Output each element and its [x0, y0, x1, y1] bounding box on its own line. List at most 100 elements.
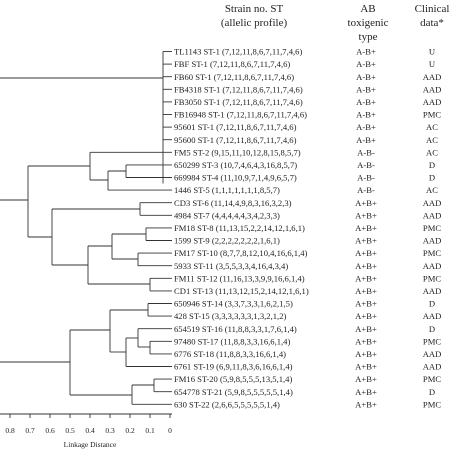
- ab-type: A+B+: [355, 387, 377, 397]
- ab-type: A-B-: [357, 185, 375, 195]
- clinical-code: D: [429, 173, 435, 183]
- axis-tick-label: 0.2: [125, 426, 135, 435]
- axis-tick-label: 0.6: [45, 426, 55, 435]
- strain-label: FB60 ST-1 (7,12,11,8,6,7,11,7,4,6): [174, 72, 294, 82]
- ab-type: A+B+: [355, 273, 377, 283]
- clinical-code: AC: [426, 185, 438, 195]
- ab-type: A+B+: [355, 210, 377, 220]
- axis-label: Linkage Distance: [64, 440, 117, 449]
- strain-label: 669984 ST-4 (11,10,9,7,1,4,9,6,5,7): [174, 173, 297, 183]
- clinical-code: D: [429, 160, 435, 170]
- strain-label: 6761 ST-19 (6,9,11,8,3,6,16,6,1,4): [174, 362, 293, 372]
- axis-tick-label: 0.1: [145, 426, 155, 435]
- ab-type: A+B+: [355, 261, 377, 271]
- clinical-code: PMC: [423, 399, 441, 409]
- strain-label: 5933 ST-11 (3,5,5,3,3,4,16,4,3,4): [174, 261, 288, 271]
- strain-label: FM5 ST-2 (9,15,11,10,12,8,15,8,5,7): [174, 147, 301, 157]
- strain-label: 95600 ST-1 (7,12,11,8,6,7,11,7,4,6): [174, 135, 297, 145]
- axis-tick-label: 0.8: [5, 426, 15, 435]
- ab-type: A+B+: [355, 248, 377, 258]
- ab-type: A+B+: [355, 311, 377, 321]
- ab-type: A-B-: [357, 173, 375, 183]
- strain-label: 1446 ST-5 (1,1,1,1,1,1,1,8,5,7): [174, 185, 280, 195]
- strain-label: TL1143 ST-1 (7,12,11,8,6,7,11,7,4,6): [174, 47, 302, 57]
- ab-type: A-B+: [356, 47, 376, 57]
- clinical-code: U: [429, 59, 436, 69]
- x-axis: 0.8 0.7 0.6 0.5 0.4 0.3 0.2 0.1 0 Linkag…: [0, 413, 172, 449]
- clinical-code: D: [429, 387, 435, 397]
- row-labels: TL1143 ST-1 (7,12,11,8,6,7,11,7,4,6) A-B…: [174, 47, 441, 410]
- axis-tick-label: 0.5: [65, 426, 75, 435]
- axis-tick-label: 0.7: [25, 426, 35, 435]
- ab-type: A-B+: [356, 59, 376, 69]
- strain-label: FB16948 ST-1 (7,12,11,8,6,7,11,7,4,6): [174, 110, 307, 120]
- clinical-code: AAD: [423, 198, 442, 208]
- ab-type: A-B+: [356, 97, 376, 107]
- ab-type: A-B+: [356, 84, 376, 94]
- axis-tick-label: 0.4: [85, 426, 95, 435]
- strain-label: 6776 ST-18 (11,8,8,3,3,16,6,1,4): [174, 349, 286, 359]
- clinical-code: PMC: [423, 374, 441, 384]
- clinical-code: AAD: [423, 286, 442, 296]
- ab-type: A-B-: [357, 147, 375, 157]
- strain-label: 654778 ST-21 (5,9,8,5,5,5,5,5,1,4): [174, 387, 293, 397]
- ab-type: A+B+: [355, 374, 377, 384]
- strain-label: FM11 ST-12 (11,16,13,3,9,9,16,6,1,4): [174, 273, 305, 283]
- clinical-code: AAD: [423, 349, 442, 359]
- dendrogram-tree: [0, 51, 172, 405]
- axis-tick-label: 0: [168, 426, 172, 435]
- clinical-code: AAD: [423, 261, 442, 271]
- clinical-code: AC: [426, 122, 438, 132]
- ab-header: AB: [360, 3, 375, 15]
- strain-label: FM18 ST-8 (11,13,15,2,2,14,12,1,6,1): [174, 223, 305, 233]
- clinical-code: AAD: [423, 72, 442, 82]
- clinical-code: PMC: [423, 336, 441, 346]
- strain-label: 650299 ST-3 (10,7,4,6,4,3,16,8,5,7): [174, 160, 297, 170]
- clinical-code: AAD: [423, 311, 442, 321]
- strain-label: CD1 ST-13 (11,13,12,15,2,14,12,1,6,1): [174, 286, 309, 296]
- clinical-header: Clinical: [415, 3, 450, 15]
- ab-subheader-type: type: [359, 31, 378, 43]
- strain-label: FM17 ST-10 (8,7,7,8,12,10,4,16,6,1,4): [174, 248, 308, 258]
- clinical-code: PMC: [423, 248, 441, 258]
- strain-label: 654519 ST-16 (11,8,8,3,3,1,7,6,1,4): [174, 324, 297, 334]
- clinical-code: D: [429, 299, 435, 309]
- clinical-code: AAD: [423, 362, 442, 372]
- clinical-code: PMC: [423, 223, 441, 233]
- ab-type: A+B+: [355, 286, 377, 296]
- clinical-code: AAD: [423, 97, 442, 107]
- ab-type: A-B-: [357, 160, 375, 170]
- ab-type: A+B+: [355, 223, 377, 233]
- clinical-subheader: data*: [420, 17, 444, 29]
- strain-label: FB3050 ST-1 (7,12,11,8,6,7,11,7,4,6): [174, 97, 303, 107]
- clinical-code: PMC: [423, 273, 441, 283]
- clinical-code: AAD: [423, 84, 442, 94]
- ab-subheader-toxigenic: toxigenic: [348, 17, 389, 29]
- axis-tick-label: 0.3: [105, 426, 115, 435]
- clinical-code: PMC: [423, 110, 441, 120]
- column-headers: Strain no. ST (allelic profile) AB toxig…: [221, 3, 450, 43]
- ab-type: A-B+: [356, 72, 376, 82]
- strain-label: 95601 ST-1 (7,12,11,8,6,7,11,7,4,6): [174, 122, 297, 132]
- ab-type: A-B+: [356, 122, 376, 132]
- ab-type: A+B+: [355, 299, 377, 309]
- strain-label: 650946 ST-14 (3,3,7,3,3,1,6,2,1,5): [174, 299, 293, 309]
- strain-label: 97480 ST-17 (11,8,8,3,3,16,6,1,4): [174, 336, 290, 346]
- clinical-code: AAD: [423, 210, 442, 220]
- strain-label: FM16 ST-20 (5,9,8,5,5,5,13,5,1,4): [174, 374, 292, 384]
- strain-label: 1599 ST-9 (2,2,2,2,2,2,2,1,6,1): [174, 236, 280, 246]
- strain-subheader: (allelic profile): [221, 17, 288, 29]
- ab-type: A+B+: [355, 399, 377, 409]
- ab-type: A+B+: [355, 349, 377, 359]
- ab-type: A+B+: [355, 198, 377, 208]
- strain-label: 630 ST-22 (2,6,6,5,5,5,5,5,1,4): [174, 399, 280, 409]
- clinical-code: AC: [426, 135, 438, 145]
- ab-type: A-B+: [356, 135, 376, 145]
- clinical-code: D: [429, 324, 435, 334]
- strain-label: FBF ST-1 (7,12,11,8,6,7,11,7,4,6): [174, 59, 290, 69]
- strain-label: 428 ST-15 (3,3,3,3,3,3,1,3,2,1,2): [174, 311, 286, 321]
- ab-type: A+B+: [355, 362, 377, 372]
- ab-type: A+B+: [355, 324, 377, 334]
- strain-label: 4984 ST-7 (4,4,4,4,4,3,4,2,3,3): [174, 210, 280, 220]
- ab-type: A+B+: [355, 336, 377, 346]
